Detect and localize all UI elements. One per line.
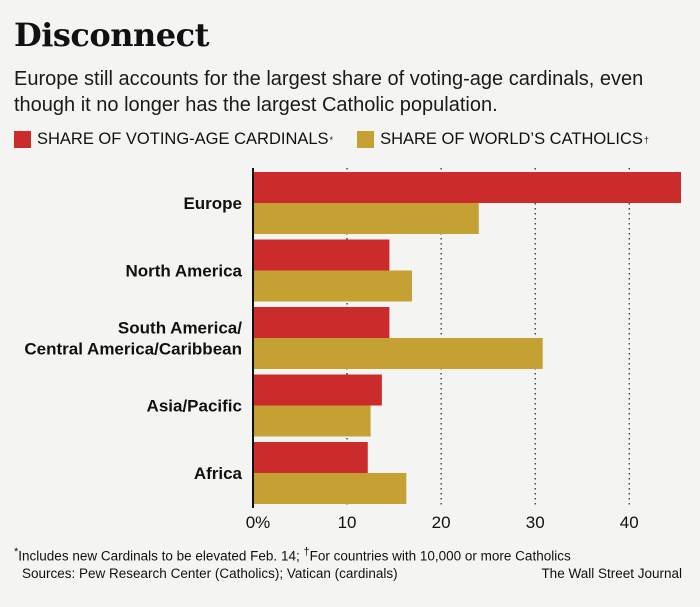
footnote-mark-dagger: † bbox=[303, 546, 310, 558]
x-tick-label-10: 10 bbox=[338, 513, 357, 532]
legend-label-catholics: SHARE OF WORLD’S CATHOLICS bbox=[380, 130, 643, 148]
bar-catholics-3 bbox=[253, 405, 371, 437]
x-tick-label-0: 0% bbox=[246, 513, 271, 532]
bar-catholics-4 bbox=[253, 473, 407, 504]
legend-item-cardinals: SHARE OF VOTING-AGE CARDINALS * bbox=[14, 130, 333, 149]
legend-item-catholics: SHARE OF WORLD’S CATHOLICS † bbox=[357, 130, 649, 149]
legend-label-cardinals: SHARE OF VOTING-AGE CARDINALS bbox=[37, 130, 329, 148]
bar-cardinals-4 bbox=[253, 442, 368, 473]
x-tick-label-40: 40 bbox=[620, 513, 639, 532]
bar-catholics-2 bbox=[253, 338, 543, 369]
x-tick-label-30: 30 bbox=[526, 513, 545, 532]
x-tick-label-20: 20 bbox=[432, 513, 451, 532]
chart-title: Disconnect bbox=[14, 16, 209, 54]
bar-catholics-0 bbox=[253, 203, 479, 234]
legend-mark-cardinals: * bbox=[329, 134, 334, 145]
category-label-1-0: North America bbox=[125, 262, 242, 281]
sources: Sources: Pew Research Center (Catholics)… bbox=[22, 566, 398, 581]
category-label-4-0: Africa bbox=[194, 464, 243, 483]
category-label-2-0: South America/ bbox=[118, 319, 242, 338]
footnote-mark-asterisk: * bbox=[14, 546, 19, 558]
category-label-2-1: Central America/Caribbean bbox=[24, 340, 242, 359]
legend-swatch-cardinals bbox=[14, 131, 31, 148]
category-label-3-0: Asia/Pacific bbox=[147, 397, 242, 416]
legend: SHARE OF VOTING-AGE CARDINALS * SHARE OF … bbox=[14, 130, 673, 149]
bar-catholics-1 bbox=[253, 270, 412, 302]
credit: The Wall Street Journal bbox=[541, 566, 682, 581]
legend-mark-catholics: † bbox=[643, 134, 649, 145]
bar-cardinals-1 bbox=[253, 239, 390, 271]
legend-swatch-catholics bbox=[357, 131, 375, 148]
bar-cardinals-3 bbox=[253, 374, 382, 406]
footnote-text-cardinals: Includes new Cardinals to be elevated Fe… bbox=[18, 548, 304, 564]
chart-subtitle: Europe still accounts for the largest sh… bbox=[14, 68, 644, 116]
bar-cardinals-0 bbox=[253, 172, 681, 203]
category-label-0-0: Europe bbox=[183, 194, 242, 213]
footnote: *Includes new Cardinals to be elevated F… bbox=[14, 546, 571, 564]
bar-cardinals-2 bbox=[253, 307, 390, 338]
footnote-text-catholics: For countries with 10,000 or more Cathol… bbox=[309, 548, 571, 564]
